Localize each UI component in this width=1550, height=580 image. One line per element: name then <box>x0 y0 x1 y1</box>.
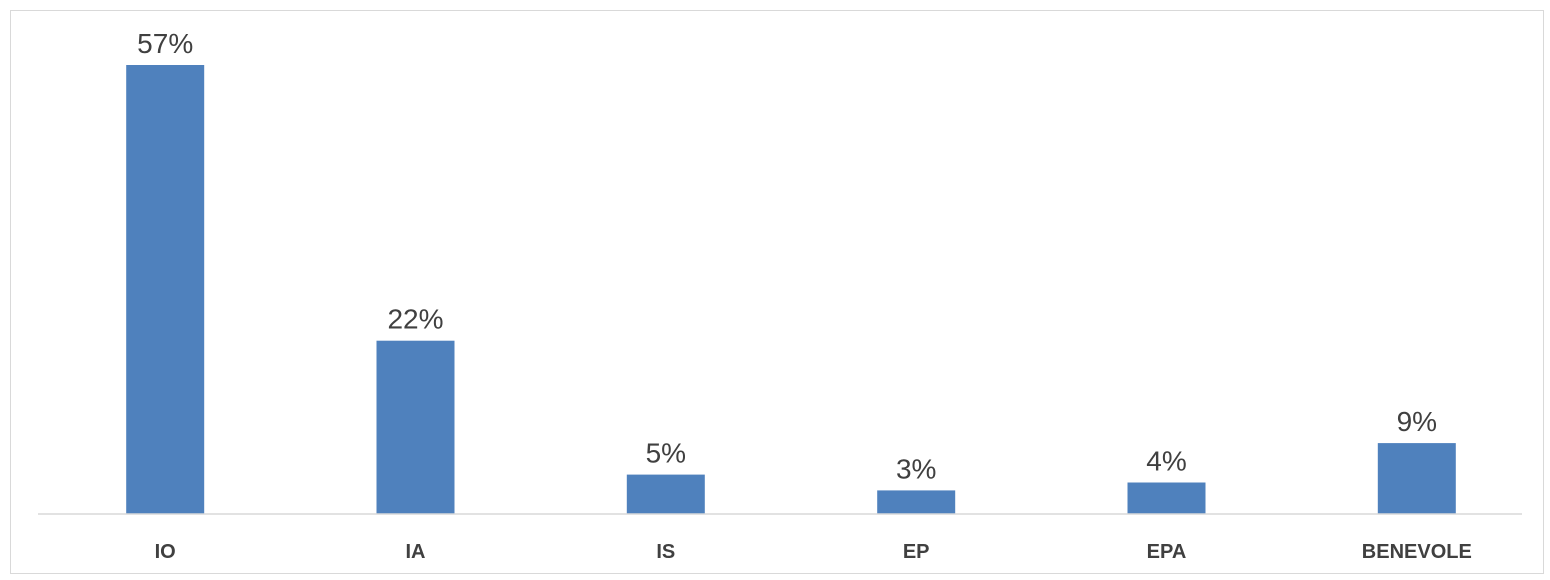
bars-layer <box>126 65 1456 514</box>
data-label-benevole: 9% <box>1397 406 1437 437</box>
x-tick-label-ep: EP <box>903 541 930 563</box>
bar-benevole <box>1377 443 1456 514</box>
x-tick-label-benevole: BENEVOLE <box>1362 541 1472 563</box>
data-label-epa: 4% <box>1146 446 1186 477</box>
data-label-ia: 22% <box>387 304 443 335</box>
data-label-ep: 3% <box>896 453 936 484</box>
bar-io <box>126 65 205 514</box>
bar-epa <box>1127 482 1206 514</box>
data-labels-layer: 57% 22% 5% 3% 4% 9% <box>137 28 1437 484</box>
x-tick-label-io: IO <box>155 541 176 563</box>
data-label-is: 5% <box>646 438 686 469</box>
x-tick-labels-layer: IO IA IS EP EPA BENEVOLE <box>155 541 1472 563</box>
bar-ia <box>376 340 455 514</box>
data-label-io: 57% <box>137 28 193 59</box>
x-tick-label-ia: IA <box>406 541 426 563</box>
bar-is <box>626 474 705 514</box>
x-tick-label-epa: EPA <box>1147 541 1187 563</box>
chart-frame <box>10 10 1544 574</box>
bar-ep <box>877 490 956 514</box>
x-tick-label-is: IS <box>656 541 675 563</box>
